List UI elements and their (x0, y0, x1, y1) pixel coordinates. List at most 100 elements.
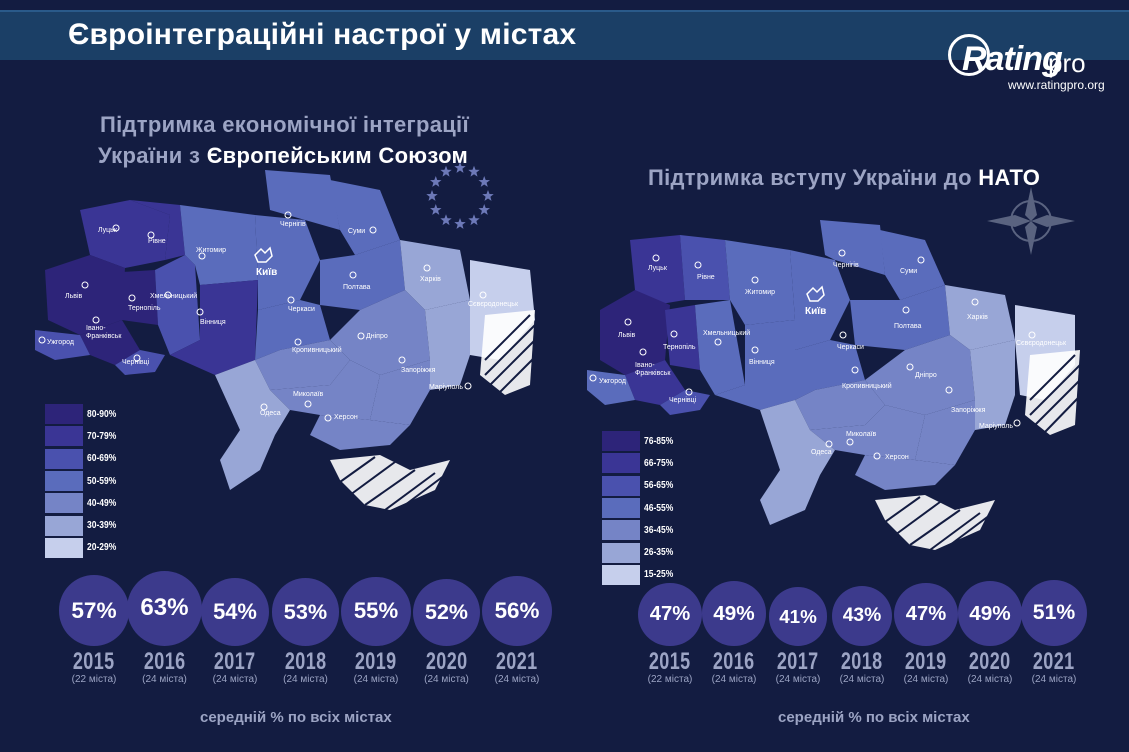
city-ivano: Івано- (86, 325, 106, 332)
logo-ring-icon (948, 34, 990, 76)
year-bubble-group: 57% 2015 (22 міста) (54, 570, 134, 685)
eu-support-map: Луцьк Рівне Львів Тернопіль Івано- Франк… (30, 160, 560, 520)
legend-row: 46-55% (602, 497, 678, 519)
eu-star-icon (482, 190, 494, 201)
cities-count-label: (24 міста) (775, 674, 821, 685)
legend-swatch (602, 564, 640, 585)
city-lutsk: Луцьк (648, 265, 668, 272)
year-label: 2015 (73, 648, 115, 675)
region-zaporizhzhia (915, 400, 975, 465)
ukraine-map-nato: Луцьк Рівне Львів Тернопіль Івано- Франк… (587, 220, 1081, 551)
header-bar: Євроінтеграційні настрої у містах (0, 10, 1129, 60)
year-bubble-group: 47% 2015 (22 міста) (630, 570, 710, 685)
region-volyn (630, 235, 685, 305)
legend-label: 56-65% (644, 480, 674, 492)
year-label: 2019 (905, 648, 947, 675)
legend-label: 30-39% (87, 520, 117, 532)
city-ivano2: Франківськ (86, 332, 122, 340)
year-bubble-group: 54% 2017 (24 міста) (195, 570, 275, 685)
percent-bubble: 51% (1020, 579, 1088, 646)
city-kherson: Херсон (885, 454, 909, 461)
legend-row: 70-79% (45, 425, 121, 447)
year-label: 2021 (496, 648, 538, 675)
year-bubble-group: 63% 2016 (24 міста) (125, 570, 205, 685)
city-odesa: Одеса (260, 410, 281, 417)
region-odesa (215, 360, 290, 490)
city-dnipro: Дніпро (366, 332, 388, 340)
region-khmelnytskyi (155, 255, 200, 355)
eu-star-icon (440, 165, 452, 177)
legend-row: 76-85% (602, 430, 678, 452)
city-uzhgorod: Ужгород (599, 378, 626, 385)
city-kropyvnytskyi: Кропивницький (292, 346, 342, 354)
year-label: 2017 (214, 648, 256, 675)
region-kharkiv (400, 240, 470, 310)
city-sievierodonetsk: Сєвєродонецьк (1016, 340, 1067, 347)
city-uzhgorod: Ужгород (47, 339, 74, 346)
region-kherson (310, 415, 410, 450)
kyiv-icon (806, 285, 825, 302)
cities-count-label: (24 міста) (1031, 674, 1077, 685)
region-poltava (850, 285, 950, 350)
region-mykolaiv (270, 360, 380, 420)
city-kharkiv: Харків (967, 313, 988, 321)
legend-swatch (45, 515, 83, 536)
cities-count-label: (24 міста) (839, 674, 885, 685)
city-kyiv: Київ (805, 306, 826, 317)
region-kharkiv (945, 285, 1015, 350)
city-zaporizhzhia: Запоріжжя (401, 366, 436, 374)
legend-swatch (602, 542, 640, 563)
city-kherson: Херсон (334, 414, 358, 421)
legend-label: 26-35% (644, 547, 674, 559)
region-kropyvnytskyi (795, 380, 885, 430)
region-vinnytsia (170, 280, 258, 375)
region-zhytomyr (725, 240, 795, 325)
cities-count-label: (24 міста) (424, 674, 469, 685)
city-vinnytsia: Вінниця (749, 358, 775, 366)
year-label: 2021 (1033, 648, 1075, 675)
eu-star-icon (478, 176, 490, 187)
legend-swatch (602, 475, 640, 496)
legend-swatch (45, 493, 83, 514)
city-kyiv: Київ (256, 267, 277, 278)
region-cherkasy (795, 340, 865, 400)
region-dnipro (330, 290, 430, 375)
region-chernihiv (820, 220, 885, 275)
region-ternopil (122, 270, 158, 325)
eu-stars-icon (426, 162, 494, 229)
city-sumy: Суми (900, 268, 917, 275)
legend-label: 50-59% (87, 475, 117, 487)
region-kropyvnytskyi (255, 340, 350, 390)
region-chernivtsi (660, 390, 710, 415)
occupied-crimea (875, 495, 995, 550)
legend-label: 70-79% (87, 430, 117, 442)
cities-count-label: (24 міста) (212, 674, 258, 685)
region-odesa (760, 400, 835, 525)
cities-count-label: (24 міста) (967, 674, 1013, 685)
cities-count-label: (24 міста) (353, 674, 399, 685)
percent-bubble: 49% (957, 581, 1023, 646)
region-zhytomyr (180, 205, 258, 285)
city-cherkasy: Черкаси (837, 344, 864, 351)
year-label: 2018 (841, 648, 883, 675)
eu-star-icon (454, 218, 466, 229)
legend-swatch (45, 537, 83, 558)
legend-row: 40-49% (45, 492, 121, 514)
city-sievierodonetsk: Сєвєродонецьк (468, 301, 519, 308)
city-poltava: Полтава (343, 284, 371, 291)
nato-legend: 76-85% 66-75% 56-65% 46-55% 36-45% 26-35% 15-2… (602, 430, 678, 586)
city-chernihiv: Чернігів (833, 261, 859, 269)
eu-yearly-bubbles: 57% 2015 (22 міста) 63% 2016 (24 міста) 54% 201… (0, 570, 565, 700)
legend-row: 20-29% (45, 537, 121, 559)
legend-label: 60-69% (87, 453, 117, 465)
eu-star-icon (430, 176, 442, 187)
city-zhytomyr: Житомир (745, 289, 775, 296)
nato-yearly-bubbles: 47% 2015 (22 міста) 49% 2016 (24 міста) 41% 201… (570, 570, 1129, 700)
nato-title-highlight: НАТО (978, 165, 1041, 190)
page-title: Євроінтеграційні настрої у містах (68, 18, 577, 51)
region-lviv (45, 255, 125, 335)
legend-label: 76-85% (644, 435, 674, 447)
city-mariupol: Маріуполь (979, 422, 1013, 430)
percent-bubble: 43% (831, 585, 893, 646)
legend-label: 80-90% (87, 408, 117, 420)
